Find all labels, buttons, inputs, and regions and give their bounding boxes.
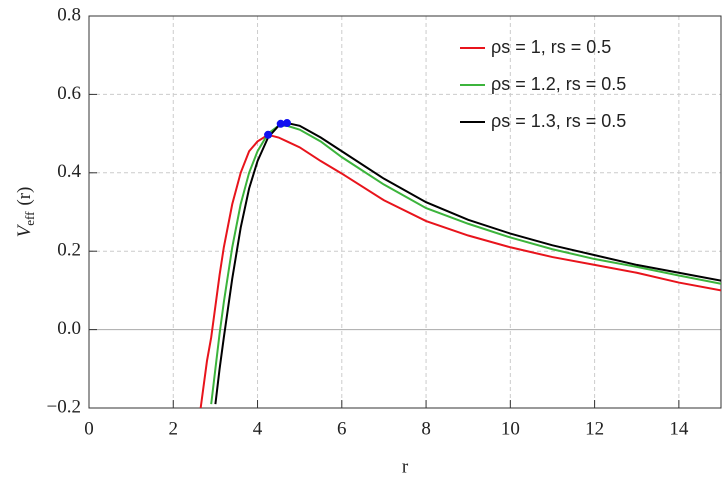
y-tick-label: 0.4 xyxy=(57,161,81,182)
x-tick-label: 10 xyxy=(501,418,520,439)
y-tick-label: 0.8 xyxy=(57,4,81,25)
y-label-sub: eff xyxy=(22,211,37,226)
legend-label: ρs = 1.3, rs = 0.5 xyxy=(491,111,626,131)
x-tick-label: 2 xyxy=(169,418,179,439)
peak-point xyxy=(264,130,273,139)
plot-frame xyxy=(88,15,722,409)
y-tick-label: 0.2 xyxy=(57,240,81,261)
x-tick-label: 6 xyxy=(337,418,347,439)
x-tick-label: 12 xyxy=(585,418,604,439)
peak-point xyxy=(283,119,292,128)
x-tick-label: 8 xyxy=(421,418,431,439)
y-tick-label: 0.0 xyxy=(57,318,81,339)
legend-label: ρs = 1, rs = 0.5 xyxy=(491,37,611,57)
y-label-main: V xyxy=(14,223,35,237)
legend-label: ρs = 1.2, rs = 0.5 xyxy=(491,74,626,94)
x-tick-label: 0 xyxy=(84,418,94,439)
y-axis-label: Veff (r) xyxy=(14,187,37,238)
line xyxy=(214,121,721,405)
x-axis-label: r xyxy=(402,456,409,477)
x-tick-label: 4 xyxy=(253,418,263,439)
y-label-arg: (r) xyxy=(14,187,35,206)
x-tick-label: 14 xyxy=(669,418,689,439)
plot-area xyxy=(199,119,721,408)
y-tick-label: −0.2 xyxy=(47,396,81,417)
line xyxy=(199,133,721,408)
line xyxy=(210,124,721,405)
y-tick-label: 0.6 xyxy=(57,83,81,104)
peak-point xyxy=(276,119,285,128)
